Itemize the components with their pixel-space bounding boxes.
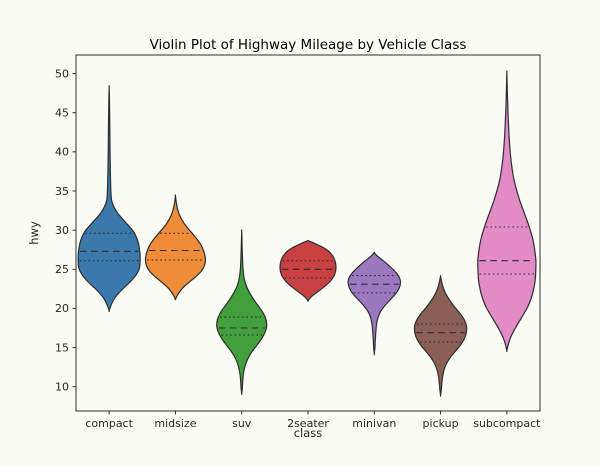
x-tick-label-midsize: midsize bbox=[154, 417, 196, 430]
violin-shape bbox=[477, 70, 537, 353]
violin-pickup bbox=[413, 274, 468, 397]
y-tick-label: 25 bbox=[55, 263, 69, 276]
chart-title: Violin Plot of Highway Mileage by Vehicl… bbox=[150, 37, 467, 53]
axes-frame bbox=[75, 54, 541, 412]
violin-2seater bbox=[279, 239, 337, 302]
violin-shape bbox=[347, 251, 402, 356]
x-tick-label-pickup: pickup bbox=[423, 417, 459, 430]
violin-minivan bbox=[347, 251, 402, 356]
y-tick-label: 15 bbox=[55, 341, 69, 354]
plot-area bbox=[77, 70, 537, 397]
x-tick-label-minivan: minivan bbox=[352, 417, 396, 430]
violin-shape bbox=[216, 229, 268, 396]
y-tick-label: 40 bbox=[55, 146, 69, 159]
violin-shape bbox=[279, 239, 337, 302]
y-tick-label: 45 bbox=[55, 107, 69, 120]
axis-ticks: 10 15 20 25 30 35 40 45 50 compact midsize suv 2seat… bbox=[55, 67, 541, 430]
y-tick-label: 50 bbox=[55, 67, 69, 80]
y-tick-label: 30 bbox=[55, 224, 69, 237]
y-tick-label: 35 bbox=[55, 185, 69, 198]
x-tick-label-compact: compact bbox=[85, 417, 133, 430]
violin-shape bbox=[77, 84, 141, 313]
x-tick-label-suv: suv bbox=[232, 417, 252, 430]
violin-shape bbox=[413, 274, 468, 397]
violin-subcompact bbox=[477, 70, 537, 353]
y-axis-label: hwy bbox=[27, 221, 41, 245]
violin-suv bbox=[216, 229, 268, 396]
x-tick-label-subcompact: subcompact bbox=[473, 417, 541, 430]
x-tick-label-2seater: 2seater bbox=[287, 417, 329, 430]
violin-shape bbox=[144, 194, 207, 301]
y-tick-label: 10 bbox=[55, 381, 69, 394]
y-tick-label: 20 bbox=[55, 302, 69, 315]
violin-midsize bbox=[144, 194, 207, 301]
x-axis-label: class bbox=[294, 426, 323, 440]
violin-compact bbox=[77, 84, 141, 313]
